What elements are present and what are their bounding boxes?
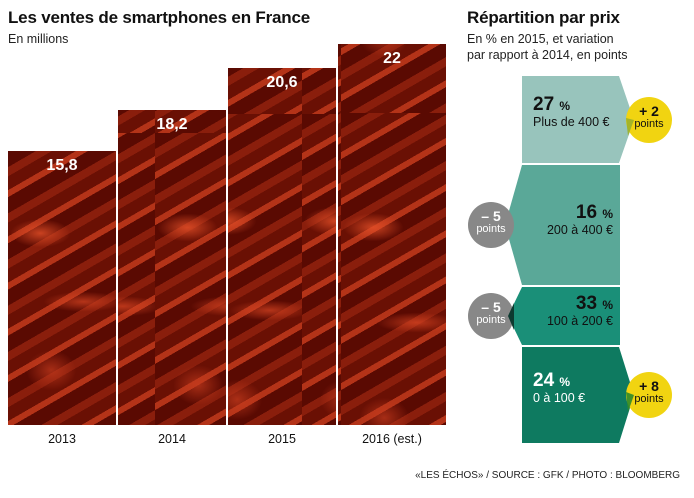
price-subtitle-2: par rapport à 2014, en points bbox=[467, 48, 628, 62]
change-label-1: + 2 points bbox=[634, 103, 664, 130]
chart-title: Les ventes de smartphones en France bbox=[8, 8, 310, 27]
change-label-3: – 5 points bbox=[476, 299, 506, 326]
segment-3-label: 33 % 100 à 200 € bbox=[546, 293, 613, 328]
segment-100-200 bbox=[508, 287, 620, 345]
chart-subtitle: En millions bbox=[8, 32, 69, 46]
change-label-4: + 8 points bbox=[634, 378, 664, 405]
change-circle-2 bbox=[468, 202, 514, 248]
year-label: 2013 bbox=[48, 432, 76, 446]
change-circle-1 bbox=[626, 97, 672, 143]
price-subtitle-1: En % en 2015, et variation bbox=[467, 32, 614, 46]
year-label: 2014 bbox=[158, 432, 186, 446]
bar-2015: 20,6 bbox=[228, 68, 336, 425]
segment-over-400 bbox=[522, 76, 634, 163]
segment-1-label: 27 % Plus de 400 € bbox=[533, 94, 610, 129]
bar-2014: 18,2 bbox=[118, 109, 226, 425]
year-label: 2016 (est.) bbox=[362, 432, 422, 446]
bar-value-label: 15,8 bbox=[46, 157, 78, 175]
segment-0-100 bbox=[522, 347, 634, 443]
bar-value-label: 20,6 bbox=[266, 74, 298, 92]
change-circle-4 bbox=[626, 372, 672, 418]
bar-value-label: 22 bbox=[383, 50, 401, 67]
segment-4-label: 24 % 0 à 100 € bbox=[533, 370, 586, 405]
bar-2016: 22 bbox=[338, 44, 446, 425]
segment-200-400 bbox=[505, 165, 620, 285]
bar-2013: 15,8 bbox=[8, 151, 116, 425]
price-title: Répartition par prix bbox=[467, 8, 620, 27]
segment-2-label: 16 % 200 à 400 € bbox=[546, 202, 613, 237]
change-circle-3 bbox=[468, 293, 514, 339]
year-label: 2015 bbox=[268, 432, 296, 446]
change-label-2: – 5 points bbox=[476, 208, 506, 235]
bar-value-label: 18,2 bbox=[156, 115, 188, 133]
source-credit: «LES ÉCHOS» / SOURCE : GFK / PHOTO : BLO… bbox=[415, 470, 680, 481]
